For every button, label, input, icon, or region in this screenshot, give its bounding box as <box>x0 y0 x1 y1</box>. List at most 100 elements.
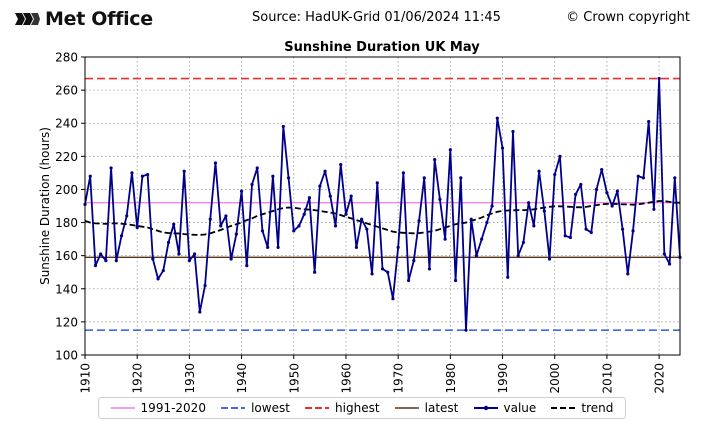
legend-label-trend: trend <box>581 401 614 415</box>
met-office-logo: Met Office <box>14 8 153 30</box>
value-point <box>380 267 385 271</box>
value-point <box>386 270 390 274</box>
legend-label-latest: latest <box>424 401 459 415</box>
value-point <box>537 169 541 173</box>
value-point <box>313 270 317 274</box>
legend-item-value: value <box>473 401 536 415</box>
x-tick-label: 1950 <box>287 363 301 394</box>
value-point <box>177 252 181 256</box>
y-tick-label: 220 <box>55 150 78 164</box>
value-point <box>553 172 557 177</box>
legend-label-lowest: lowest <box>251 401 290 415</box>
value-line <box>84 77 681 332</box>
x-tick-label: 1970 <box>392 363 406 394</box>
value-point <box>600 167 604 172</box>
value-point <box>417 219 421 223</box>
value-point <box>99 252 103 256</box>
value-point <box>574 192 578 197</box>
value-point <box>626 272 630 276</box>
legend-label-normal: 1991-2020 <box>140 401 206 415</box>
value-point <box>547 257 552 261</box>
x-ticks: 1910 1920 1930 1940 1950 1960 1970 1980 1990 2000… <box>79 355 667 394</box>
met-office-crest-icon <box>15 13 40 25</box>
value-point <box>156 277 160 281</box>
value-point <box>490 204 494 208</box>
value-point <box>412 259 416 263</box>
value-point <box>480 237 484 241</box>
value-point <box>521 240 526 245</box>
value-point <box>109 166 113 170</box>
latest-swatch-icon <box>394 407 419 409</box>
y-tick-label: 180 <box>55 216 78 230</box>
trend-swatch-icon <box>551 407 576 409</box>
value-point <box>407 278 411 283</box>
logo-text: Met Office <box>45 8 153 30</box>
value-point <box>302 212 306 216</box>
value-point <box>589 230 593 235</box>
value-point <box>605 191 609 195</box>
value-point <box>151 257 155 261</box>
value-point <box>657 76 661 81</box>
value-point <box>422 176 426 180</box>
value-point <box>203 283 207 288</box>
value-point <box>339 163 343 167</box>
value-point <box>610 204 614 208</box>
value-point <box>375 181 379 185</box>
value-point <box>119 234 124 238</box>
reference-lines <box>85 77 680 331</box>
value-series <box>83 76 682 332</box>
value-point <box>146 172 150 177</box>
value-point <box>641 176 646 180</box>
value-point <box>104 259 108 263</box>
value-point <box>114 259 118 263</box>
legend-label-highest: highest <box>335 401 380 415</box>
value-point <box>245 264 249 268</box>
x-tick-label: 1940 <box>235 363 249 394</box>
value-point <box>516 254 520 258</box>
grid-lines <box>85 57 680 355</box>
value-point <box>500 146 505 150</box>
value-point <box>438 197 442 201</box>
value-point <box>464 328 468 332</box>
value-point <box>250 182 254 187</box>
y-tick-label: 260 <box>55 84 78 98</box>
value-point <box>453 278 458 283</box>
trend-series <box>84 200 680 236</box>
value-point <box>354 245 358 249</box>
value-point <box>140 174 145 178</box>
y-tick-label: 200 <box>55 183 78 197</box>
value-point <box>166 240 171 245</box>
value-point <box>448 148 452 152</box>
copyright-text: © Crown copyright <box>566 10 690 25</box>
value-point <box>511 129 515 134</box>
y-tick-label: 100 <box>55 349 78 363</box>
value-point <box>182 169 186 173</box>
value-point <box>365 227 369 231</box>
y-tick-label: 140 <box>55 282 78 296</box>
value-point <box>558 154 562 158</box>
value-point <box>198 310 202 314</box>
value-point <box>636 174 640 178</box>
value-point <box>266 245 270 249</box>
value-point <box>219 224 223 228</box>
trend-line <box>84 200 680 236</box>
legend-item-trend: trend <box>551 401 613 415</box>
value-point <box>527 201 531 205</box>
y-tick-label: 160 <box>55 249 78 263</box>
x-tick-label: 2000 <box>548 363 562 394</box>
value-point <box>193 252 197 256</box>
y-tick-label: 240 <box>55 117 78 131</box>
value-point <box>344 212 348 216</box>
legend-item-highest: highest <box>305 401 380 415</box>
value-point <box>307 196 312 200</box>
value-point <box>620 227 625 231</box>
y-ticks: 100 120 140 160 180 200 220 240 260 280 <box>55 51 85 363</box>
value-point <box>234 232 238 236</box>
value-point <box>239 189 244 193</box>
value-point <box>187 259 191 263</box>
value-point <box>349 194 353 198</box>
value-point <box>370 272 374 276</box>
normal-swatch-icon <box>110 407 135 409</box>
value-point <box>631 229 635 233</box>
value-point <box>213 161 218 165</box>
